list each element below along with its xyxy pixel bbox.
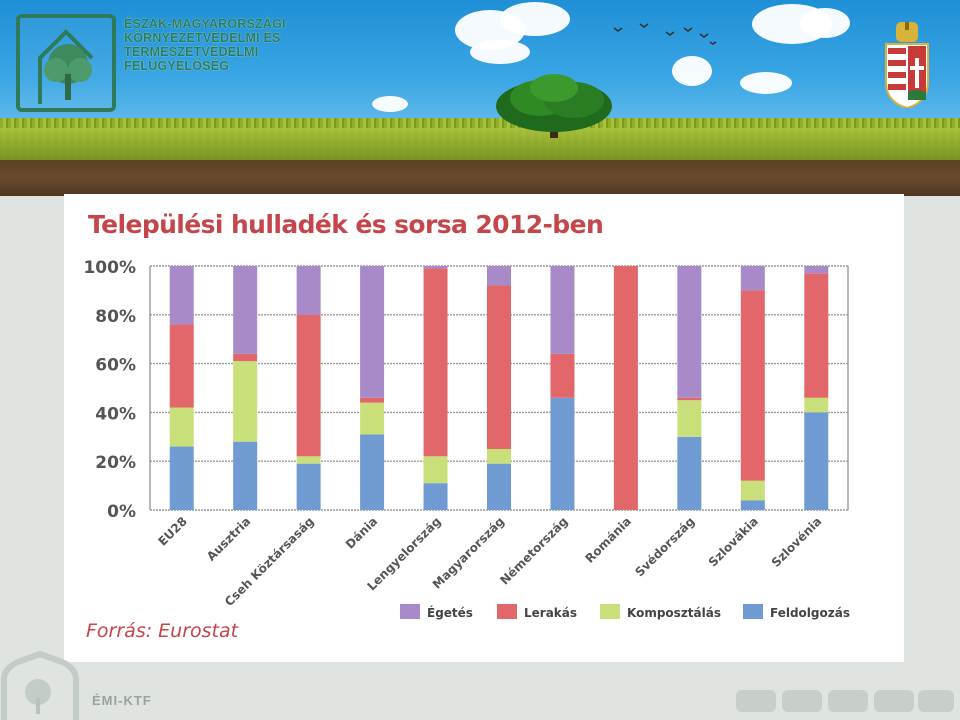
bar-segment: [296, 314, 321, 457]
y-tick-label: 100%: [83, 258, 136, 278]
y-tick-label: 0%: [107, 502, 136, 522]
tree-icon: [496, 74, 612, 138]
cloud-shape: [470, 40, 530, 64]
x-tick-label: Dánia: [343, 514, 380, 551]
x-tick-label: Németország: [497, 514, 570, 587]
bar-segment: [296, 266, 321, 315]
bar-segment: [677, 436, 702, 510]
cloud-shape: [800, 8, 850, 38]
bar-segment: [550, 397, 575, 510]
bar-segment: [360, 402, 385, 435]
soil-strip: [0, 160, 960, 196]
y-tick-label: 40%: [95, 404, 136, 424]
x-tick-label: Szlovákia: [706, 514, 761, 569]
nav-button[interactable]: [918, 690, 954, 712]
legend-label: Feldolgozás: [770, 606, 850, 620]
bar-segment: [169, 324, 194, 408]
bar-segment: [487, 449, 511, 464]
bar-segment: [677, 266, 702, 398]
chart-title: Települési hulladék és sorsa 2012-ben: [88, 210, 604, 239]
logo-icon: [16, 14, 116, 112]
bar-segment: [233, 441, 258, 510]
bar-segment: [233, 353, 258, 362]
cloud-shape: [672, 56, 712, 86]
header-banner: ÉSZAK-MAGYARORSZÁGI KÖRNYEZETVÉDELMI ÉS …: [0, 0, 960, 196]
bar-segment: [233, 361, 258, 442]
birds-icon: [613, 23, 717, 45]
bar-segment: [169, 266, 194, 325]
bar-segment: [804, 397, 829, 413]
cloud-shape: [372, 96, 408, 112]
bar-segment: [804, 412, 829, 510]
cloud-shape: [500, 2, 570, 36]
bar-segment: [423, 266, 448, 269]
x-tick-label: Ausztria: [204, 514, 253, 563]
x-tick-label: EU28: [155, 514, 189, 548]
bar-segment: [423, 483, 448, 510]
x-tick-label: Szlovénia: [769, 514, 825, 570]
organization-name: ÉSZAK-MAGYARORSZÁGI KÖRNYEZETVÉDELMI ÉS …: [124, 17, 286, 73]
grass-strip: [0, 128, 960, 164]
coat-of-arms-icon: [885, 22, 929, 108]
bar-segment: [677, 400, 702, 437]
legend-swatch: [743, 604, 763, 619]
nav-button[interactable]: [782, 690, 822, 712]
bar-segment: [804, 266, 829, 274]
legend-label: Komposztálás: [627, 606, 721, 620]
legend-swatch: [497, 604, 517, 619]
y-tick-label: 80%: [95, 307, 136, 327]
bar-segment: [613, 266, 638, 510]
bar-segment: [169, 407, 194, 447]
bar-segment: [740, 500, 765, 510]
nav-button[interactable]: [874, 690, 914, 712]
legend-swatch: [600, 604, 620, 619]
org-name-line: TERMÉSZETVÉDELMI: [124, 45, 259, 59]
footer-logo-icon: [0, 650, 79, 720]
bar-segment: [550, 266, 575, 354]
org-name-line: KÖRNYEZETVÉDELMI ÉS: [124, 31, 281, 45]
bar-segment: [487, 266, 511, 286]
y-tick-label: 20%: [95, 453, 136, 473]
bar-segment: [740, 290, 765, 481]
bar-segment: [740, 266, 765, 291]
bar-segment: [804, 273, 829, 398]
bar-segment: [169, 446, 194, 510]
org-name-line: FELÜGYELŐSÉG: [124, 59, 230, 73]
x-tick-label: Svédország: [632, 514, 697, 579]
y-tick-label: 60%: [95, 356, 136, 376]
bar-segment: [233, 266, 258, 354]
bar-segment: [677, 397, 702, 401]
org-name-line: ÉSZAK-MAGYARORSZÁGI: [124, 17, 286, 31]
bar-segment: [740, 480, 765, 501]
bar-segment: [487, 463, 511, 510]
cloud-shape: [740, 72, 792, 94]
footer-label: ÉMI-KTF: [92, 693, 152, 708]
bar-segment: [360, 266, 385, 398]
bar-segment: [360, 434, 385, 510]
legend-label: Lerakás: [524, 606, 577, 620]
bar-segment: [487, 285, 511, 449]
bar-segment: [360, 397, 385, 403]
bar-segment: [550, 353, 575, 398]
bar-segment: [423, 456, 448, 484]
chart-source: Forrás: Eurostat: [86, 620, 239, 642]
legend-label: Égetés: [427, 605, 473, 620]
bar-segment: [296, 463, 321, 510]
bar-segment: [296, 456, 321, 464]
nav-button[interactable]: [736, 690, 776, 712]
nav-button[interactable]: [828, 690, 868, 712]
bar-segment: [423, 268, 448, 457]
legend-swatch: [400, 604, 420, 619]
x-tick-label: Románia: [583, 514, 635, 566]
